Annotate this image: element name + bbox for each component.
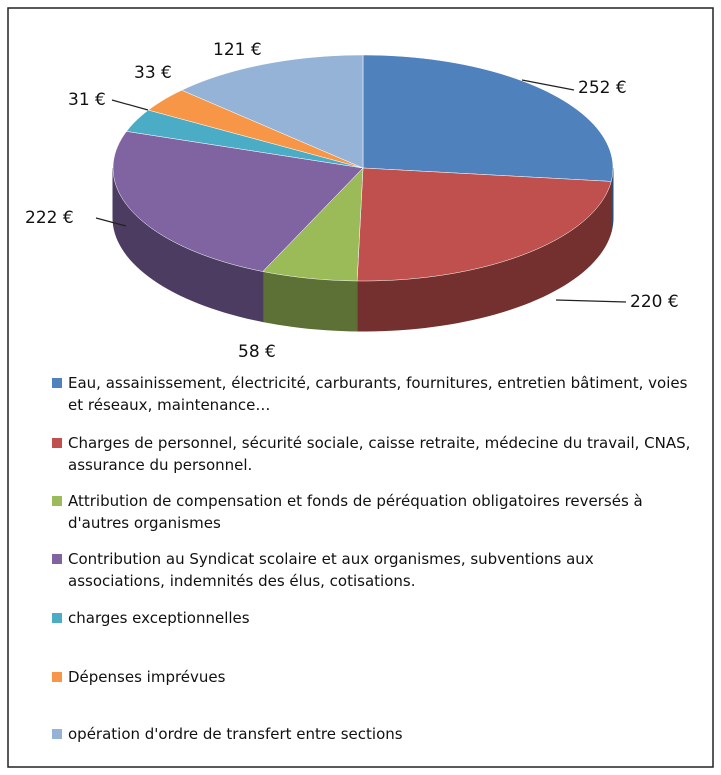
- slice: [147, 89, 364, 169]
- legend-swatch: [52, 378, 62, 388]
- slice: [112, 131, 364, 272]
- legend-label: Attribution de compensation et fonds de …: [68, 492, 643, 532]
- legend-swatch: [52, 613, 62, 623]
- slice: [356, 167, 612, 282]
- legend-label: charges exceptionnelles: [68, 609, 250, 627]
- legend-label: Contribution au Syndicat scolaire et aux…: [68, 550, 594, 590]
- legend-swatch: [52, 438, 62, 448]
- slice: [262, 167, 364, 282]
- slice: [362, 54, 614, 182]
- data-label: 58 €: [238, 342, 276, 362]
- data-label: 121 €: [213, 40, 262, 60]
- legend-item: Eau, assainissement, électricité, carbur…: [52, 372, 692, 416]
- legend-item: Attribution de compensation et fonds de …: [52, 490, 692, 534]
- legend-item: Dépenses imprévues: [52, 666, 225, 688]
- legend-item: charges exceptionnelles: [52, 607, 250, 629]
- legend-label: Eau, assainissement, électricité, carbur…: [68, 374, 688, 414]
- data-label: 31 €: [68, 90, 106, 110]
- frame: [7, 7, 714, 768]
- legend-label: Charges de personnel, sécurité sociale, …: [68, 434, 691, 474]
- data-label: 220 €: [630, 292, 679, 312]
- legend-swatch: [52, 496, 62, 506]
- legend-label: Dépenses imprévues: [68, 668, 226, 686]
- legend-item: Contribution au Syndicat scolaire et aux…: [52, 548, 692, 592]
- leader-line: [521, 79, 575, 91]
- legend-swatch: [52, 672, 62, 682]
- legend-swatch: [52, 554, 62, 564]
- legend-label: opération d'ordre de transfert entre sec…: [68, 725, 403, 743]
- data-label: 222 €: [25, 208, 74, 228]
- slice: [181, 54, 364, 169]
- data-label: 252 €: [578, 78, 627, 98]
- legend-swatch: [52, 729, 62, 739]
- leader-line: [95, 217, 127, 227]
- slice: [126, 109, 364, 169]
- leader-line: [555, 299, 627, 303]
- data-label: 33 €: [134, 63, 172, 83]
- legend-item: opération d'ordre de transfert entre sec…: [52, 723, 403, 745]
- legend-item: Charges de personnel, sécurité sociale, …: [52, 432, 692, 476]
- leader-line: [111, 99, 149, 111]
